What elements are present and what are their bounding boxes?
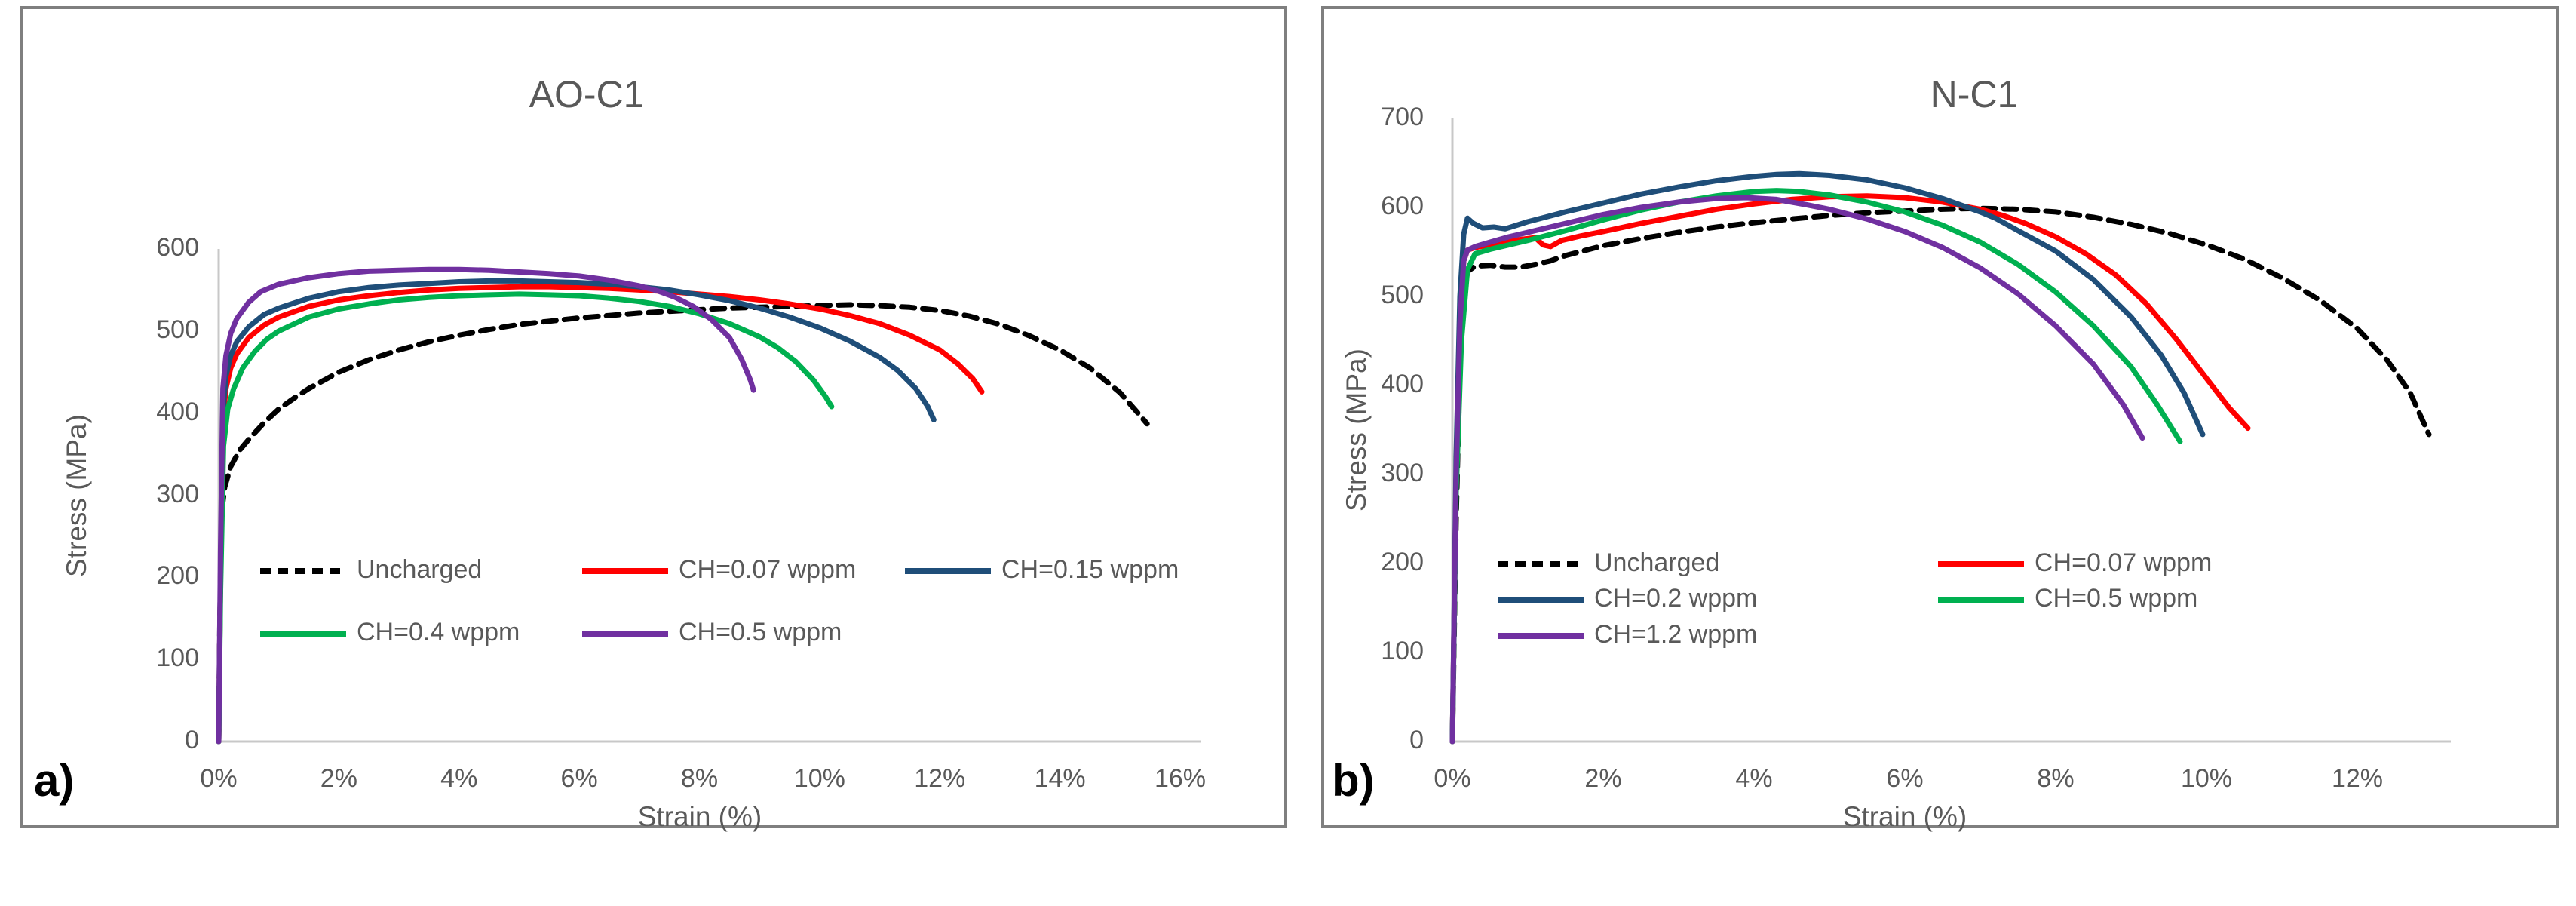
y-tick-label: 0	[1409, 726, 1424, 754]
y-tick-label: 600	[1381, 192, 1424, 220]
x-tick-label: 8%	[680, 764, 719, 793]
chart-panel-a	[20, 6, 1287, 828]
x-tick-label: 2%	[1584, 764, 1622, 793]
x-axis-title-a: Strain (%)	[637, 801, 762, 832]
legend-label: CH=0.5 wppm	[2035, 584, 2198, 613]
x-tick-label: 4%	[1735, 764, 1773, 793]
y-tick-label: 100	[1381, 637, 1424, 665]
legend-label: CH=1.2 wppm	[1594, 620, 1758, 649]
x-tick-label: 14%	[1034, 764, 1086, 793]
x-tick-label: 12%	[914, 764, 966, 793]
y-tick-label: 300	[1381, 459, 1424, 487]
y-tick-label: 500	[156, 315, 199, 344]
legend-label: Uncharged	[1594, 548, 1720, 577]
x-tick-label: 8%	[2037, 764, 2075, 793]
x-tick-label: 0%	[1434, 764, 1471, 793]
panel-letter-a: a)	[34, 755, 75, 806]
x-tick-label: 0%	[200, 764, 238, 793]
x-tick-label: 10%	[793, 764, 845, 793]
y-tick-label: 500	[1381, 281, 1424, 309]
chart-title-ao-c1: AO-C1	[529, 73, 645, 115]
x-tick-label: 12%	[2331, 764, 2384, 793]
legend-label: CH=0.4 wppm	[357, 618, 520, 646]
legend-label: CH=0.5 wppm	[679, 618, 842, 646]
x-axis-title-b: Strain (%)	[1842, 801, 1967, 832]
x-tick-label: 6%	[560, 764, 598, 793]
panel-letter-b: b)	[1332, 755, 1375, 806]
legend-label: CH=0.07 wppm	[2035, 548, 2213, 577]
y-tick-label: 600	[156, 233, 199, 262]
y-tick-label: 200	[156, 561, 199, 591]
x-tick-label: 4%	[440, 764, 478, 793]
y-tick-label: 0	[185, 726, 199, 754]
y-tick-label: 100	[156, 643, 199, 673]
x-tick-label: 6%	[1886, 764, 1924, 793]
chart-title-n-c1: N-C1	[1930, 73, 2019, 115]
y-tick-label: 200	[1381, 548, 1424, 576]
legend-label: CH=0.2 wppm	[1594, 584, 1758, 613]
y-tick-label: 400	[1381, 370, 1424, 398]
y-axis-title-b: Stress (MPa)	[1341, 349, 1372, 511]
legend-label: CH=0.07 wppm	[679, 555, 857, 584]
x-tick-label: 10%	[2180, 764, 2233, 793]
y-tick-label: 400	[156, 397, 199, 426]
x-tick-label: 16%	[1154, 764, 1207, 793]
chart-panel-b	[1321, 6, 2559, 828]
y-axis-title-a: Stress (MPa)	[61, 414, 92, 577]
y-tick-label: 700	[1381, 103, 1424, 131]
legend-label: Uncharged	[357, 555, 483, 584]
y-tick-label: 300	[156, 479, 199, 508]
x-tick-label: 2%	[320, 764, 357, 793]
legend-label: CH=0.15 wppm	[1001, 555, 1179, 584]
